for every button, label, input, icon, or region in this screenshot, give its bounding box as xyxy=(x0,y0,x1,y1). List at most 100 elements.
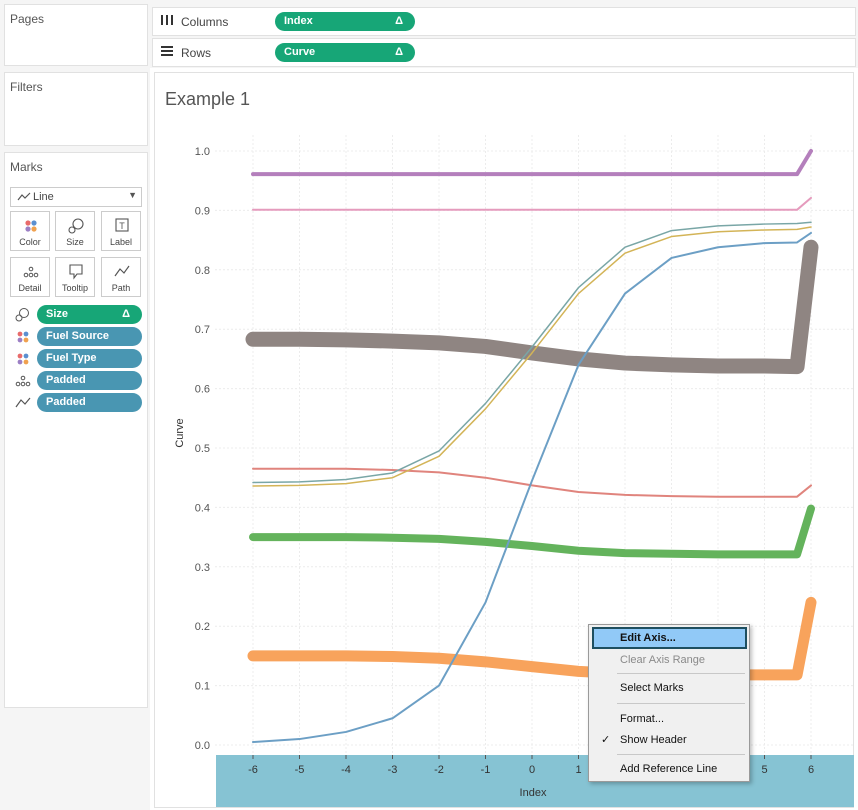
series-line xyxy=(252,226,812,487)
line-chart[interactable]: 0.0 0.1 0.2 0.3 0.4 0.5 0.6 0.7 0.8 0.9 1.0 -6 -5 -4 -… xyxy=(155,73,855,809)
x-tick-label: -6 xyxy=(248,764,258,776)
x-tick-label: -2 xyxy=(434,764,444,776)
show-header-menu-item[interactable]: ✓ Show Header xyxy=(592,729,747,751)
menu-separator xyxy=(617,673,745,674)
index-pill[interactable]: Index Δ xyxy=(275,12,415,31)
rows-shelf[interactable]: Rows Curve Δ xyxy=(152,38,856,67)
add-reference-line-menu-item[interactable]: Add Reference Line xyxy=(620,763,718,775)
path-button-label: Path xyxy=(111,283,131,293)
size-icon xyxy=(15,308,29,322)
filters-card[interactable]: Filters xyxy=(4,72,148,146)
y-tick-label: 0.2 xyxy=(195,621,210,633)
menu-separator xyxy=(617,754,745,755)
mark-type-label: Line xyxy=(33,191,54,203)
view-title: Example 1 xyxy=(165,89,251,109)
mark-field-padded-path[interactable]: Padded xyxy=(12,393,144,412)
columns-shelf[interactable]: Columns Index Δ xyxy=(152,7,856,36)
label-button[interactable]: T Label xyxy=(101,211,141,251)
color-dots-icon xyxy=(17,331,29,343)
chevron-down-icon: ▼ xyxy=(128,190,137,200)
series-line xyxy=(247,596,817,681)
detail-button-label: Detail xyxy=(18,283,42,293)
mark-field-padded-detail[interactable]: Padded xyxy=(12,371,144,390)
y-tick-label: 0.9 xyxy=(195,205,210,217)
mark-field-size[interactable]: Size Δ xyxy=(12,305,144,324)
clear-axis-range-menu-item: Clear Axis Range xyxy=(620,654,705,666)
y-tick-label: 0.7 xyxy=(195,324,210,336)
color-dots-icon xyxy=(17,353,29,365)
curve-pill[interactable]: Curve Δ xyxy=(275,43,415,62)
series-line xyxy=(252,231,812,744)
x-tick-label: 6 xyxy=(808,764,814,776)
x-tick-label: -4 xyxy=(341,764,351,776)
mark-type-dropdown[interactable]: Line ▼ xyxy=(10,187,142,207)
format-menu-item[interactable]: Format... xyxy=(620,713,665,725)
size-pill[interactable]: Size Δ xyxy=(37,305,142,324)
marks-card: Marks Line ▼ Color Size T Label xyxy=(4,152,148,708)
series-line xyxy=(249,504,815,559)
tooltip-button[interactable]: Tooltip xyxy=(55,257,95,297)
color-button[interactable]: Color xyxy=(10,211,50,251)
marks-title: Marks xyxy=(10,160,43,174)
fuel-source-pill[interactable]: Fuel Source xyxy=(37,327,142,346)
size-button[interactable]: Size xyxy=(55,211,95,251)
y-axis-title: Curve xyxy=(174,418,186,447)
svg-text:T: T xyxy=(119,221,125,231)
series-line xyxy=(245,239,819,375)
delta-icon: Δ xyxy=(395,15,403,27)
delta-icon: Δ xyxy=(122,308,130,320)
pages-card[interactable]: Pages xyxy=(4,4,148,66)
path-icon xyxy=(15,397,31,408)
color-dots-icon xyxy=(25,220,37,232)
mark-field-fuel-source[interactable]: Fuel Source xyxy=(12,327,144,346)
line-icon xyxy=(17,192,31,201)
select-marks-menu-item[interactable]: Select Marks xyxy=(620,682,684,694)
tooltip-icon xyxy=(69,264,83,280)
edit-axis-menu-item[interactable]: Edit Axis... xyxy=(592,627,747,649)
rows-icon xyxy=(160,45,174,60)
padded-path-pill[interactable]: Padded xyxy=(37,393,142,412)
series-line xyxy=(251,149,813,177)
x-tick-label: 5 xyxy=(761,764,767,776)
y-tick-label: 0.0 xyxy=(195,740,210,752)
menu-separator xyxy=(617,703,745,704)
y-tick-label: 0.8 xyxy=(195,265,210,277)
color-button-label: Color xyxy=(19,237,41,247)
label-icon: T xyxy=(115,218,129,232)
size-icon xyxy=(68,218,84,234)
padded-detail-pill[interactable]: Padded xyxy=(37,371,142,390)
x-tick-label: -5 xyxy=(295,764,305,776)
path-icon xyxy=(114,265,130,277)
detail-icon xyxy=(23,266,39,278)
path-button[interactable]: Path xyxy=(101,257,141,297)
x-axis-band[interactable] xyxy=(216,755,854,807)
detail-button[interactable]: Detail xyxy=(10,257,50,297)
series-line xyxy=(252,221,812,484)
tooltip-button-label: Tooltip xyxy=(61,283,88,293)
x-axis-title: Index xyxy=(520,787,547,799)
checkmark-icon: ✓ xyxy=(601,734,611,746)
shelves-header: Columns Index Δ Rows Curve Δ xyxy=(150,0,858,68)
label-button-label: Label xyxy=(109,237,133,247)
columns-icon xyxy=(160,14,174,29)
y-tick-label: 0.3 xyxy=(195,562,210,574)
series-line xyxy=(252,196,812,211)
y-tick-label: 0.5 xyxy=(195,443,210,455)
mark-field-fuel-type[interactable]: Fuel Type xyxy=(12,349,144,368)
y-tick-label: 0.1 xyxy=(195,681,210,693)
columns-label: Columns xyxy=(181,15,229,29)
size-button-label: Size xyxy=(66,237,84,247)
x-tick-label: -1 xyxy=(481,764,491,776)
y-tick-label: 0.6 xyxy=(195,384,210,396)
fuel-type-pill[interactable]: Fuel Type xyxy=(37,349,142,368)
pages-title: Pages xyxy=(10,12,45,26)
series-line xyxy=(252,467,812,498)
left-panel: Pages Filters Marks Line ▼ Color Size xyxy=(0,0,150,810)
rows-label: Rows xyxy=(181,46,212,60)
filters-title: Filters xyxy=(10,80,43,94)
x-tick-label: -3 xyxy=(388,764,398,776)
y-tick-label: 0.4 xyxy=(195,502,210,514)
delta-icon: Δ xyxy=(395,46,403,58)
x-tick-label: 1 xyxy=(575,764,581,776)
y-tick-label: 1.0 xyxy=(195,146,210,158)
